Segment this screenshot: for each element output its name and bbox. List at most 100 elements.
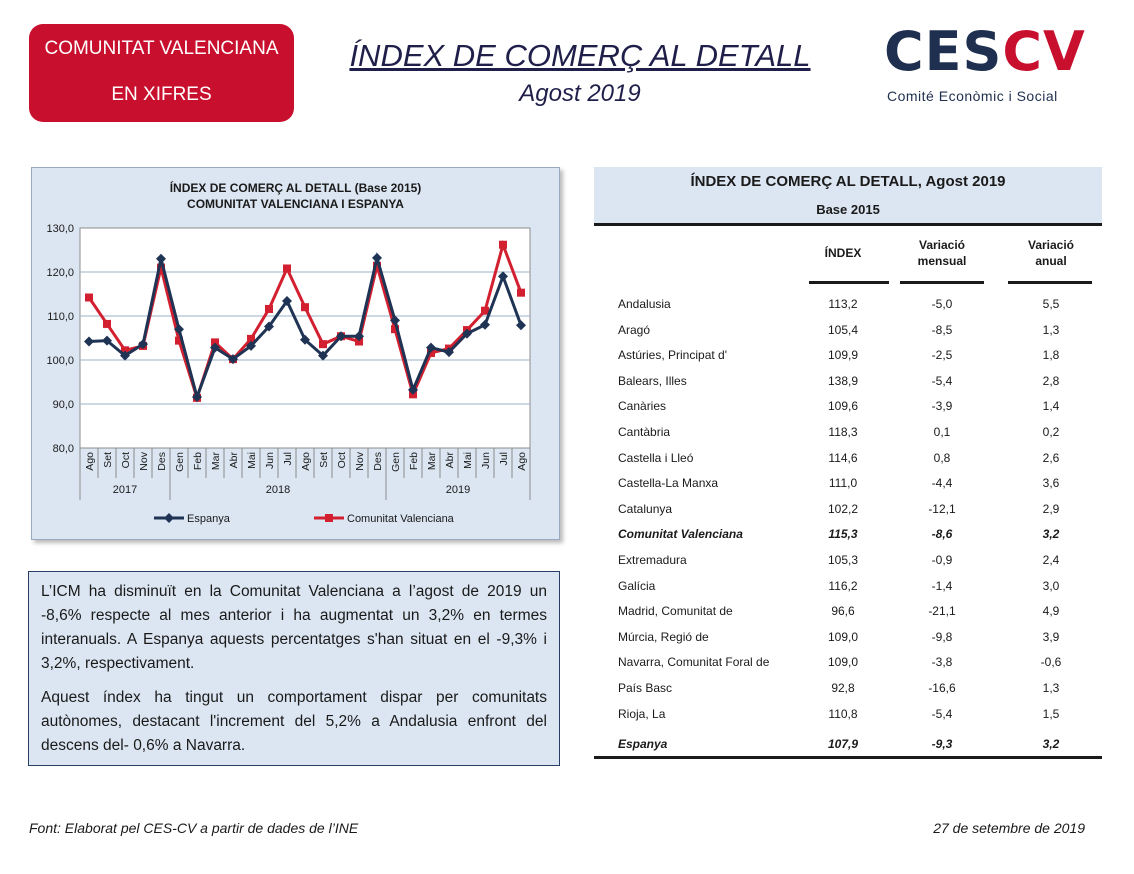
data-point-cv [85, 293, 93, 302]
index-value: 96,6 [831, 604, 855, 619]
table-row: Madrid, Comunitat de 96,6 -21,1 4,9 [594, 599, 1102, 623]
table-header: ÍNDEX DE COMERÇ AL DETALL, Agost 2019 Ba… [594, 167, 1102, 226]
data-point-espanya [246, 340, 256, 351]
monthly-change: -2,5 [931, 348, 953, 363]
region-name: Rioja, La [618, 706, 666, 721]
monthly-change: -5,0 [931, 297, 953, 311]
data-point-espanya [138, 339, 148, 350]
table-row: Balears, Illes 138,9 -5,4 2,8 [594, 369, 1102, 393]
index-value: 109,0 [827, 655, 859, 670]
data-point-espanya [426, 342, 436, 353]
index-value: 116,2 [828, 578, 858, 593]
monthly-change: -12,1 [928, 501, 956, 516]
legend-marker [164, 513, 174, 523]
annual-change: 1,3 [1042, 681, 1060, 695]
col-rule-annual [1008, 281, 1092, 284]
regional-table: ÍNDEX DE COMERÇ AL DETALL, Agost 2019 Ba… [594, 167, 1102, 759]
data-point-cv [175, 336, 183, 345]
data-point-espanya [192, 391, 202, 402]
table-row: Extremadura 105,3 -0,9 2,4 [594, 548, 1102, 572]
data-point-cv [157, 263, 165, 272]
annual-change: 0,2 [1042, 425, 1060, 439]
region-name: País Basc [618, 681, 673, 695]
data-point-cv [355, 337, 363, 346]
annual-change: 3,0 [1042, 578, 1060, 593]
monthly-change: -3,8 [931, 655, 953, 670]
data-point-espanya [354, 331, 364, 342]
x-tick-label: Set [102, 452, 114, 468]
y-tick-label: 120,0 [46, 267, 74, 279]
table-row: Canàries 109,6 -3,9 1,4 [594, 394, 1102, 418]
y-tick-label: 130,0 [46, 223, 74, 235]
summary-paragraph-2: Aquest índex ha tingut un comportament d… [41, 689, 547, 754]
annual-change: 4,9 [1042, 604, 1060, 619]
index-value: 138,9 [827, 373, 859, 388]
table-row: País Basc 92,8 -16,6 1,3 [594, 676, 1102, 700]
index-value: 105,3 [827, 553, 859, 567]
table-title: ÍNDEX DE COMERÇ AL DETALL, Agost 2019 [690, 173, 1006, 190]
data-point-espanya [480, 319, 490, 330]
year-label: 2018 [266, 484, 290, 496]
x-tick-label: Ago [84, 452, 96, 471]
source-note: Font: Elaborat pel CES-CV a partir de da… [29, 820, 359, 836]
monthly-change: -4,4 [931, 476, 953, 491]
index-value: 109,9 [827, 348, 859, 363]
annual-change: 1,3 [1042, 322, 1060, 337]
x-tick-label: Mai [462, 452, 474, 469]
annual-change: 1,4 [1042, 399, 1060, 414]
region-name: Espanya [618, 737, 668, 751]
col-rule-index [809, 281, 889, 284]
table-row: Navarra, Comunitat Foral de 109,0 -3,8 -0,6 [594, 650, 1102, 674]
data-point-espanya [462, 328, 472, 339]
x-tick-label: Ago [516, 452, 528, 471]
table-subtitle: Base 2015 [816, 202, 880, 217]
monthly-change: -5,4 [931, 373, 953, 388]
region-name: Castella-La Manxa [618, 476, 719, 491]
annual-change: 2,6 [1042, 450, 1060, 465]
monthly-change: -21,1 [928, 604, 956, 619]
chart-subtitle: COMUNITAT VALENCIANA I ESPANYA [187, 197, 404, 211]
table-row: Astúries, Principat d' 109,9 -2,5 1,8 [594, 343, 1102, 367]
region-name: Canàries [618, 399, 667, 414]
table-row: Múrcia, Regió de 109,0 -9,8 3,9 [594, 625, 1102, 649]
line-chart: 80,0 90,0 100,0 110,0 120,0 130,0 Ago Set Oct Nov… [46, 223, 531, 525]
data-point-cv [247, 334, 255, 343]
legend-label: Espanya [187, 513, 231, 525]
logo-tagline: Comité Econòmic i Social [887, 88, 1058, 104]
annual-change: 3,6 [1042, 476, 1060, 491]
y-tick-label: 100,0 [46, 355, 74, 367]
summary-paragraph-1: L’ICM ha disminuït en la Comunitat Valen… [41, 583, 547, 672]
data-point-cv [121, 346, 129, 355]
x-tick-label: Gen [174, 452, 186, 472]
region-name: Andalusia [618, 297, 671, 311]
monthly-change: -8,6 [931, 527, 953, 542]
index-value: 114,6 [828, 450, 858, 465]
col-header-annual: Variació anual [1009, 237, 1093, 269]
monthly-change: -3,9 [931, 399, 953, 414]
data-point-cv [481, 306, 489, 315]
x-tick-label: Mar [210, 452, 222, 471]
data-point-cv [517, 288, 525, 297]
x-tick-label: Set [318, 452, 330, 468]
table-row: Cantàbria 118,3 0,1 0,2 [594, 420, 1102, 444]
x-tick-label: Gen [390, 452, 402, 472]
x-tick-label: Des [156, 452, 168, 471]
x-tick-label: Mai [246, 452, 258, 469]
region-name: Castella i Lleó [618, 450, 694, 465]
x-tick-label: Feb [408, 452, 420, 470]
data-point-espanya [174, 324, 184, 335]
annual-change: -0,6 [1040, 655, 1062, 670]
table-bottom-rule [594, 756, 1102, 759]
annual-change: 2,9 [1042, 501, 1060, 516]
monthly-change: 0,8 [933, 450, 951, 465]
region-name: Múrcia, Regió de [618, 629, 709, 644]
data-point-espanya [210, 342, 220, 353]
y-tick-label: 90,0 [53, 399, 74, 411]
logo-cv: CV [1002, 20, 1086, 83]
region-name: Galícia [618, 578, 656, 593]
x-tick-label: Jun [264, 452, 276, 469]
data-point-cv [211, 338, 219, 347]
page-title: ÍNDEX DE COMERÇ AL DETALL [349, 38, 811, 73]
data-point-cv [391, 325, 399, 334]
table-row: Castella i Lleó 114,6 0,8 2,6 [594, 446, 1102, 470]
